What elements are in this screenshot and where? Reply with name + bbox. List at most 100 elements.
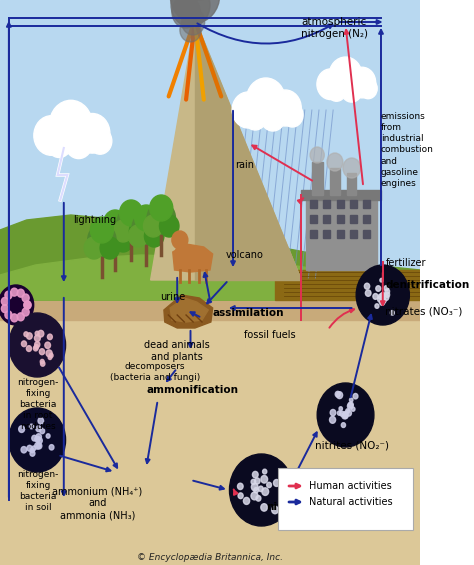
Circle shape (22, 308, 29, 316)
Text: nitrogen-
fixing
bacteria
in root
nodules: nitrogen- fixing bacteria in root nodule… (18, 378, 59, 432)
Circle shape (261, 476, 268, 483)
Text: assimilation: assimilation (213, 308, 284, 318)
Bar (0, 270, 420, 320)
Circle shape (251, 479, 255, 485)
Bar (0, 290, 420, 565)
Circle shape (5, 311, 12, 319)
Bar (363, 230, 370, 238)
Circle shape (101, 217, 129, 249)
Text: Natural activities: Natural activities (309, 497, 393, 507)
Circle shape (246, 78, 285, 122)
Circle shape (9, 408, 65, 472)
Circle shape (1, 297, 9, 305)
Circle shape (38, 418, 44, 424)
Circle shape (382, 298, 386, 303)
Circle shape (261, 103, 285, 131)
Circle shape (267, 483, 272, 488)
Circle shape (35, 342, 40, 347)
Circle shape (346, 409, 350, 413)
Circle shape (48, 355, 52, 359)
Circle shape (359, 79, 377, 99)
Text: fertilizer: fertilizer (385, 258, 426, 268)
Circle shape (1, 305, 9, 312)
Circle shape (129, 220, 149, 242)
Circle shape (40, 428, 45, 434)
Circle shape (88, 224, 116, 256)
Circle shape (335, 392, 340, 397)
Bar (337, 200, 344, 208)
Circle shape (37, 437, 42, 444)
Circle shape (182, 9, 205, 35)
Circle shape (262, 488, 269, 496)
Circle shape (356, 265, 410, 325)
Circle shape (49, 101, 92, 149)
Circle shape (113, 220, 133, 242)
Text: fossil fuels: fossil fuels (245, 330, 296, 340)
Circle shape (339, 407, 342, 411)
Circle shape (353, 393, 358, 399)
Circle shape (346, 410, 352, 416)
Circle shape (30, 448, 34, 453)
Circle shape (378, 294, 383, 299)
Circle shape (237, 483, 243, 489)
Polygon shape (0, 255, 420, 300)
Bar (310, 215, 317, 223)
Circle shape (390, 311, 394, 315)
Bar (323, 230, 330, 238)
Polygon shape (151, 20, 301, 280)
Bar (0, 0, 420, 290)
Circle shape (261, 503, 267, 511)
Text: emissions
from
industrial
combustion
and
gasoline
engines: emissions from industrial combustion and… (381, 112, 434, 188)
Circle shape (41, 361, 45, 366)
Circle shape (254, 488, 258, 493)
Text: nitrites (NO₂⁻): nitrites (NO₂⁻) (315, 440, 389, 450)
Circle shape (147, 202, 175, 234)
Circle shape (258, 486, 263, 492)
Circle shape (337, 392, 343, 399)
Circle shape (243, 497, 250, 505)
Circle shape (273, 480, 280, 486)
Circle shape (0, 285, 34, 325)
Circle shape (32, 435, 37, 441)
Circle shape (46, 434, 50, 438)
Circle shape (49, 445, 54, 450)
Circle shape (27, 346, 31, 351)
Circle shape (84, 237, 104, 259)
Circle shape (343, 158, 361, 178)
Circle shape (27, 333, 32, 339)
Polygon shape (195, 20, 301, 280)
Circle shape (381, 297, 386, 303)
Text: nitrogen-
fixing
bacteria
in soil: nitrogen- fixing bacteria in soil (18, 470, 59, 512)
Circle shape (33, 346, 38, 351)
Circle shape (135, 205, 158, 231)
Circle shape (9, 313, 65, 377)
Circle shape (170, 0, 220, 23)
Bar (312, 162, 322, 195)
Bar (301, 190, 381, 200)
Circle shape (380, 293, 384, 298)
Circle shape (348, 67, 376, 98)
Circle shape (18, 426, 25, 432)
Circle shape (229, 454, 293, 526)
Circle shape (317, 383, 374, 447)
Circle shape (329, 57, 362, 94)
Bar (363, 215, 370, 223)
Circle shape (21, 341, 27, 347)
Circle shape (172, 0, 200, 28)
Bar (329, 168, 340, 195)
Text: nitrification: nitrification (266, 502, 336, 512)
Bar (323, 200, 330, 208)
Circle shape (119, 200, 143, 226)
Circle shape (380, 279, 383, 282)
Circle shape (46, 129, 72, 158)
Bar (350, 230, 357, 238)
Bar (306, 195, 376, 270)
Text: urine: urine (160, 292, 185, 302)
Circle shape (365, 290, 371, 296)
Polygon shape (170, 298, 208, 322)
Circle shape (347, 403, 353, 409)
Circle shape (282, 103, 303, 127)
Circle shape (317, 69, 344, 99)
Circle shape (343, 413, 348, 419)
Circle shape (36, 426, 41, 432)
